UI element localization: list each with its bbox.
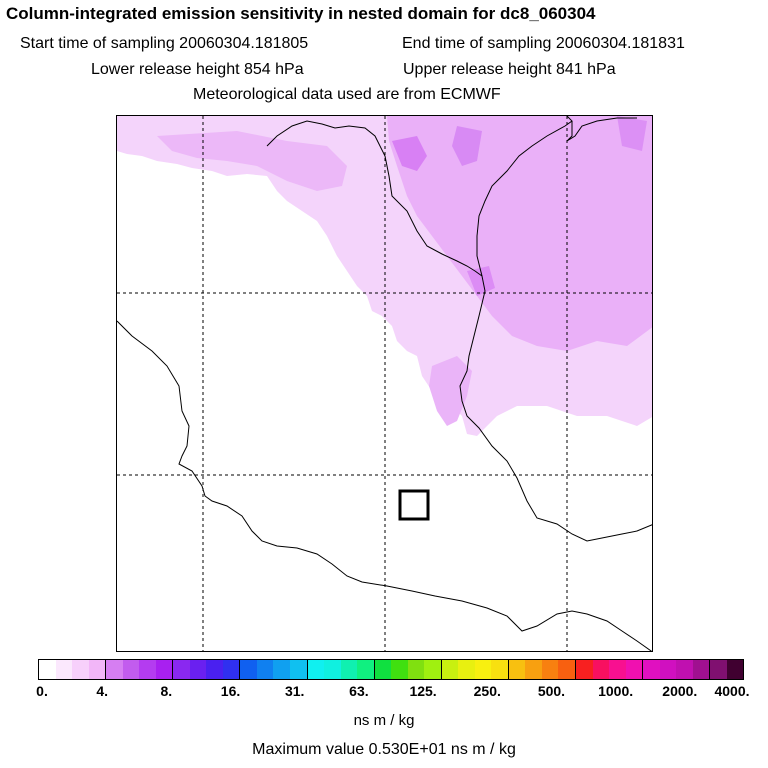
colorbar-swatch — [576, 660, 593, 679]
colorbar-swatch — [374, 660, 392, 679]
colorbar-swatch — [55, 660, 73, 679]
colorbar-swatch — [558, 660, 576, 679]
colorbar-swatch — [491, 660, 509, 679]
colorbar-swatch — [307, 660, 325, 679]
end-time: End time of sampling 20060304.181831 — [402, 35, 685, 52]
colorbar-swatch — [72, 660, 89, 679]
colorbar-swatch — [391, 660, 408, 679]
sensitivity-area-dark-ne — [617, 116, 647, 151]
colorbar-swatch — [88, 660, 107, 679]
colorbar-tick-label: 125. — [409, 683, 437, 699]
colorbar-swatch — [340, 660, 358, 679]
map-svg — [117, 116, 652, 651]
colorbar-swatch — [609, 660, 626, 679]
colorbar-tick-label: 31. — [284, 683, 305, 699]
colorbar-swatch — [692, 660, 711, 679]
colorbar-swatch — [324, 660, 341, 679]
colorbar-swatch — [240, 660, 257, 679]
colorbar-swatch — [676, 660, 693, 679]
colorbar-swatch — [256, 660, 274, 679]
colorbar-tick-label: 16. — [220, 683, 241, 699]
colorbar-swatch — [525, 660, 542, 679]
colorbar-swatch — [155, 660, 174, 679]
sensitivity-area-mid — [387, 116, 652, 351]
coastline-north — [266, 120, 652, 542]
sensitivity-area-dark-center — [467, 266, 495, 296]
colorbar-swatch — [273, 660, 290, 679]
colorbar-swatch — [592, 660, 610, 679]
colorbar-swatch — [424, 660, 442, 679]
colorbar-swatch — [541, 660, 559, 679]
sensitivity-area-tail — [429, 356, 472, 426]
chart-title: Column-integrated emission sensitivity i… — [6, 4, 596, 23]
colorbar-swatch — [474, 660, 492, 679]
colorbar-tick-label: 8. — [160, 683, 173, 699]
colorbar-swatch — [206, 660, 223, 679]
colorbar-swatch — [625, 660, 644, 679]
map-panel — [116, 115, 653, 652]
colorbar-tick-label: 4000. — [714, 683, 750, 699]
colorbar-tick-label: 250. — [473, 683, 501, 699]
colorbar-swatch — [643, 660, 660, 679]
colorbar-swatch — [357, 660, 375, 679]
colorbar-swatch — [441, 660, 459, 679]
colorbar-swatch — [39, 660, 56, 679]
colorbar-swatch — [189, 660, 207, 679]
lower-release-height: Lower release height 854 hPa — [91, 61, 304, 78]
colorbar-tick-label: 1000. — [598, 683, 634, 699]
colorbar-swatch — [122, 660, 140, 679]
colorbar — [38, 659, 744, 680]
met-data-source: Meteorological data used are from ECMWF — [193, 86, 501, 103]
colorbar-tick-label: 2000. — [662, 683, 698, 699]
colorbar-swatch — [139, 660, 156, 679]
colorbar-tick-label: 4. — [96, 683, 109, 699]
colorbar-swatch — [289, 660, 308, 679]
colorbar-tick-label: 500. — [537, 683, 566, 699]
colorbar-swatch — [659, 660, 677, 679]
sensitivity-area-dark — [392, 136, 427, 171]
colorbar-swatch — [173, 660, 190, 679]
sensitivity-area-mid-west — [157, 131, 347, 191]
colorbar-unit: ns m / kg — [353, 712, 415, 729]
colorbar-tick-label: 0. — [36, 683, 48, 699]
coastline-west — [117, 320, 652, 651]
start-time: Start time of sampling 20060304.181805 — [20, 35, 309, 52]
colorbar-swatch — [710, 660, 727, 679]
colorbar-swatch — [222, 660, 241, 679]
colorbar-swatch — [106, 660, 123, 679]
upper-release-height: Upper release height 841 hPa — [403, 61, 616, 78]
maximum-value: Maximum value 0.530E+01 ns m / kg — [252, 741, 516, 758]
colorbar-swatch — [458, 660, 475, 679]
colorbar-swatch — [508, 660, 526, 679]
coastline-ne-bend — [566, 117, 637, 142]
release-location-marker — [398, 489, 430, 521]
colorbar-tick-label: 63. — [349, 683, 369, 699]
colorbar-swatch — [407, 660, 425, 679]
sensitivity-area-dark-east — [452, 126, 482, 166]
sensitivity-field — [117, 116, 652, 436]
coastlines — [117, 116, 652, 651]
colorbar-swatch — [726, 660, 744, 679]
coastline-ne — [476, 116, 573, 277]
